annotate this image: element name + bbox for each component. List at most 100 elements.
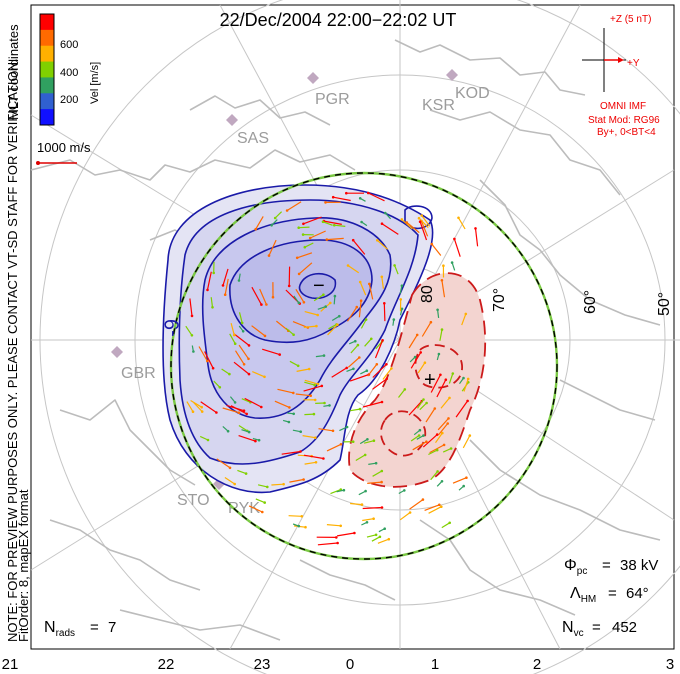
velocity-vector bbox=[409, 499, 424, 510]
velocity-vector bbox=[190, 399, 203, 408]
imf-y-label: +Y bbox=[627, 58, 640, 69]
velocity-vector-origin bbox=[352, 367, 355, 371]
velocity-vector-origin bbox=[282, 482, 285, 486]
velocity-vector bbox=[421, 321, 432, 337]
velocity-vector bbox=[317, 306, 326, 310]
velocity-vector bbox=[448, 373, 454, 384]
velocity-vector bbox=[304, 311, 318, 316]
velocity-vector bbox=[286, 201, 302, 212]
velocity-vector bbox=[189, 298, 193, 316]
velocity-vector-origin bbox=[335, 536, 338, 539]
velocity-vector bbox=[304, 381, 315, 386]
velocity-vector bbox=[462, 435, 471, 449]
velocity-vector-origin bbox=[260, 303, 263, 306]
velocity-vector-origin bbox=[400, 307, 404, 311]
velocity-vector-origin bbox=[417, 434, 421, 437]
velocity-vector bbox=[238, 424, 248, 432]
velocity-vector-origin bbox=[263, 334, 267, 338]
pos-contour-lower bbox=[380, 410, 426, 457]
velocity-vector bbox=[453, 238, 461, 257]
velocity-vector-origin bbox=[441, 431, 444, 435]
velocity-vector-origin bbox=[465, 476, 468, 480]
velocity-vector bbox=[384, 212, 392, 220]
velocity-vector bbox=[304, 242, 314, 248]
velocity-vector-origin bbox=[466, 377, 470, 381]
velocity-vector-origin bbox=[320, 384, 324, 388]
colorbar-blocks bbox=[40, 14, 54, 126]
velocity-vector bbox=[417, 362, 426, 374]
velocity-vector-origin bbox=[254, 439, 257, 443]
velocity-vector-origin bbox=[333, 223, 336, 227]
velocity-vector bbox=[381, 223, 399, 235]
velocity-vector-origin bbox=[211, 366, 215, 370]
velocity-vector bbox=[429, 444, 445, 454]
velocity-vector bbox=[206, 271, 212, 291]
velocity-vector bbox=[367, 363, 378, 377]
velocity-vector-origin bbox=[237, 279, 241, 282]
neg-contour-5 bbox=[298, 272, 337, 300]
velocity-vector-origin bbox=[420, 214, 424, 217]
velocity-vector-origin bbox=[297, 301, 301, 305]
velocity-vector bbox=[367, 481, 382, 484]
velocity-vector bbox=[315, 355, 325, 358]
velocity-vector-origin bbox=[351, 440, 355, 444]
velocity-vector-origin bbox=[245, 412, 248, 416]
velocity-vector-origin bbox=[359, 299, 363, 303]
colorbar-frame bbox=[39, 13, 55, 126]
velocity-vector bbox=[251, 325, 266, 337]
velocity-vector-origin bbox=[462, 484, 466, 488]
velocity-vector-origin bbox=[442, 264, 445, 268]
velocity-vector bbox=[213, 380, 221, 388]
velocity-vector bbox=[259, 288, 267, 305]
lat-label-70: 70° bbox=[491, 288, 508, 312]
velocity-vector-origin bbox=[211, 306, 214, 309]
velocity-vector-origin bbox=[418, 220, 422, 223]
velocity-vector-origin bbox=[380, 506, 384, 509]
velocity-vector-origin bbox=[380, 480, 383, 484]
velocity-vector-origin bbox=[403, 489, 406, 492]
velocity-vector bbox=[251, 286, 262, 305]
velocity-vector-origin bbox=[316, 313, 320, 317]
velocity-vector-origin bbox=[312, 412, 316, 416]
velocity-vector bbox=[326, 237, 344, 241]
velocity-vector bbox=[281, 450, 301, 455]
velocity-vector-origin bbox=[425, 401, 428, 405]
velocity-vector-origin bbox=[263, 375, 266, 379]
velocity-vector-origin bbox=[321, 220, 325, 224]
velocity-vector bbox=[376, 239, 388, 250]
velocity-vector bbox=[355, 454, 366, 462]
velocity-vector-origin bbox=[462, 376, 465, 380]
velocity-vector bbox=[430, 471, 439, 481]
velocity-vector-origin bbox=[415, 333, 419, 337]
velocity-vector-origin bbox=[200, 410, 204, 413]
station-sas: SAS bbox=[237, 130, 269, 147]
velocity-vector bbox=[204, 351, 214, 369]
velocity-vector-origin bbox=[385, 377, 389, 381]
velocity-vector bbox=[359, 438, 368, 445]
velocity-vector-origin bbox=[322, 354, 326, 357]
velocity-vector-origin bbox=[191, 410, 195, 414]
velocity-vector-origin bbox=[403, 388, 407, 391]
velocity-vector-origin bbox=[356, 343, 360, 347]
velocity-vector bbox=[431, 243, 442, 256]
velocity-vector-origin bbox=[368, 282, 371, 286]
velocity-vector-origin bbox=[336, 541, 339, 545]
velocity-vector-origin bbox=[257, 438, 261, 442]
scale-vector-label: 1000 m/s bbox=[37, 140, 91, 155]
velocity-vector bbox=[186, 401, 194, 413]
velocity-vector bbox=[248, 505, 263, 513]
velocity-vector-origin bbox=[370, 337, 373, 341]
station-sto: STO bbox=[177, 492, 210, 509]
velocity-vector bbox=[322, 221, 333, 226]
velocity-vector-origin bbox=[324, 201, 327, 204]
velocity-vector bbox=[439, 329, 443, 341]
velocity-vector bbox=[222, 268, 229, 286]
velocity-vector-origin bbox=[393, 264, 396, 267]
velocity-vector-origin bbox=[358, 407, 362, 411]
velocity-vector-origin bbox=[247, 372, 251, 376]
velocity-vector-origin bbox=[339, 524, 343, 528]
velocity-vector bbox=[455, 400, 469, 418]
velocity-vector bbox=[364, 338, 372, 347]
velocity-vector-origin bbox=[221, 284, 225, 287]
velocity-vector-origin bbox=[313, 398, 317, 402]
